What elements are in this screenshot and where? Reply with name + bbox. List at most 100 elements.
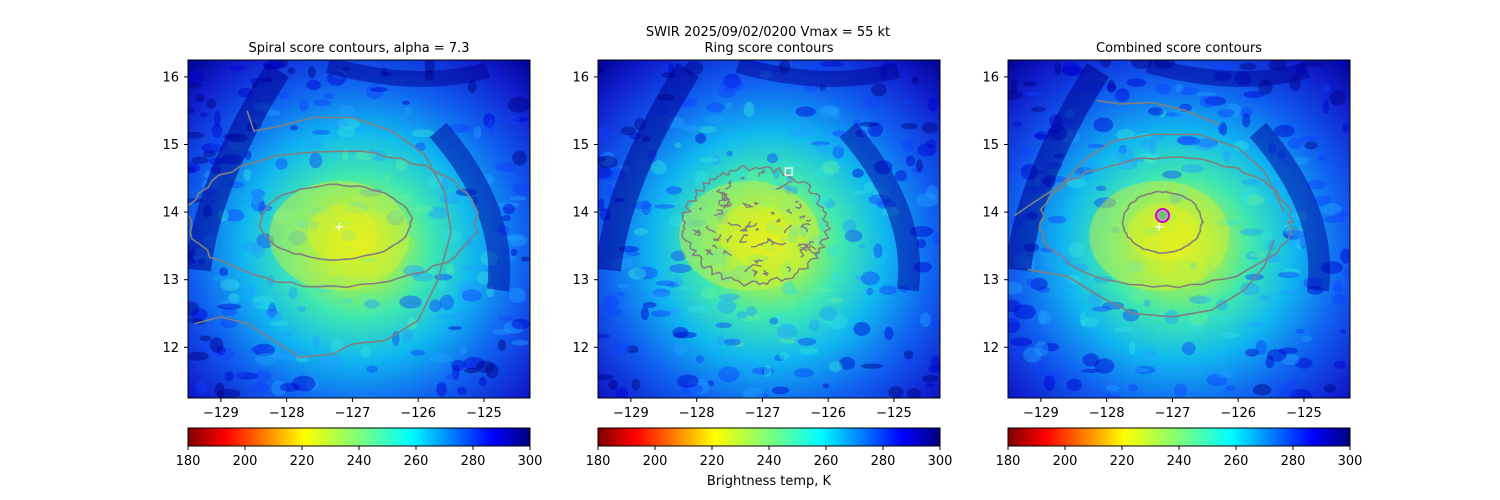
y-tick-label: 16 xyxy=(162,70,179,85)
contour-line xyxy=(799,215,806,219)
y-tick-label: 13 xyxy=(572,273,589,288)
contour-line xyxy=(725,179,732,190)
contour-line xyxy=(777,185,783,190)
contour-line xyxy=(794,200,799,204)
center-marker xyxy=(335,222,344,231)
contour-line xyxy=(258,183,414,261)
center-marker xyxy=(1155,222,1164,231)
contour-line xyxy=(806,245,817,250)
contour-line xyxy=(795,202,803,209)
y-tick-label: 16 xyxy=(982,70,999,85)
panel-2: Ring score contours −129 −128 −127 −126 −125 1… xyxy=(572,41,952,469)
contour-line xyxy=(1121,190,1205,255)
contour-line xyxy=(751,243,763,248)
contour-line xyxy=(783,224,793,234)
contour-line xyxy=(711,244,718,250)
y-tick-label: 14 xyxy=(572,206,589,221)
contour-line xyxy=(717,191,728,199)
contours xyxy=(681,164,832,287)
colorbar-tick-label: 260 xyxy=(814,454,839,469)
colorbar-tick-label: 200 xyxy=(643,454,668,469)
contour-line xyxy=(771,241,787,246)
contour-line xyxy=(698,207,702,211)
contour-line xyxy=(194,110,452,359)
y-tick-label: 13 xyxy=(982,273,999,288)
square-marker xyxy=(784,167,793,176)
contour-line xyxy=(752,269,759,278)
colorbar-tick-label: 180 xyxy=(176,454,201,469)
x-tick-label: −129 xyxy=(203,406,239,421)
contour-line xyxy=(1027,238,1276,318)
contour-line xyxy=(713,238,722,242)
contour-line xyxy=(722,249,732,257)
y-tick-label: 15 xyxy=(572,138,589,153)
colorbar-tick-label: 240 xyxy=(757,454,782,469)
y-tick-label: 16 xyxy=(572,70,589,85)
colorbar-tick-label: 220 xyxy=(1110,454,1135,469)
contour-line xyxy=(740,222,758,233)
y-tick-label: 15 xyxy=(162,138,179,153)
satellite-image xyxy=(1008,60,1350,398)
colorbar-tick-label: 260 xyxy=(1224,454,1249,469)
colorbar-tick-label: 240 xyxy=(347,454,372,469)
contour-line xyxy=(721,191,729,201)
x-tick-label: −128 xyxy=(679,406,715,421)
y-tick-label: 12 xyxy=(162,341,179,356)
colorbar-tick-label: 280 xyxy=(1281,454,1306,469)
contour-line xyxy=(799,248,806,258)
contour-line xyxy=(800,222,811,229)
x-tick-label: −126 xyxy=(400,406,436,421)
x-tick-label: −125 xyxy=(876,406,912,421)
contour-line xyxy=(724,203,732,208)
contour-line xyxy=(806,247,820,255)
axes-frame xyxy=(187,59,531,399)
contour-line xyxy=(713,209,724,217)
y-tick-label: 12 xyxy=(982,341,999,356)
colorbar-tick-label: 180 xyxy=(996,454,1021,469)
contour-line xyxy=(742,202,755,209)
y-tick-label: 14 xyxy=(982,206,999,221)
satellite-image xyxy=(188,60,530,398)
colorbar: 180 200 220 240 260 280 300 xyxy=(176,427,542,469)
contour-line xyxy=(805,240,815,247)
contour-line xyxy=(727,221,742,228)
contour-line xyxy=(705,225,717,234)
colorbar-tick-label: 300 xyxy=(928,454,953,469)
colorbar-tick-label: 280 xyxy=(871,454,896,469)
colorbar-tick-label: 280 xyxy=(461,454,486,469)
contour-line xyxy=(758,169,767,177)
panel-title: Combined score contours xyxy=(1096,41,1262,56)
x-tick-label: −128 xyxy=(1089,406,1125,421)
y-tick-label: 14 xyxy=(162,206,179,221)
contour-line xyxy=(740,175,745,180)
contour-line xyxy=(704,249,714,256)
contour-line xyxy=(1014,133,1285,217)
contour-line xyxy=(796,243,808,249)
contour-line xyxy=(755,227,760,231)
colorbar-tick-label: 220 xyxy=(290,454,315,469)
colorbar-label: Brightness temp, K xyxy=(707,474,832,489)
contour-line xyxy=(718,199,733,206)
contour-line xyxy=(725,234,733,244)
contour-line xyxy=(739,234,749,244)
contour-line xyxy=(786,266,792,272)
colorbar-tick-label: 260 xyxy=(404,454,429,469)
contour-line xyxy=(692,228,702,236)
panel-title: Spiral score contours, alpha = 7.3 xyxy=(248,41,469,56)
colorbar-tick-label: 300 xyxy=(1338,454,1363,469)
contour-line xyxy=(681,164,832,287)
panel-title: Ring score contours xyxy=(704,41,833,56)
x-tick-label: −125 xyxy=(466,406,502,421)
contour-line xyxy=(743,263,762,273)
satellite-image xyxy=(598,60,940,398)
suptitle: SWIR 2025/09/02/0200 Vmax = 55 kt xyxy=(646,25,890,40)
x-tick-label: −129 xyxy=(613,406,649,421)
colorbar-tick-label: 200 xyxy=(1053,454,1078,469)
colorbar-tick-label: 200 xyxy=(233,454,258,469)
contour-line xyxy=(801,225,809,233)
y-tick-label: 12 xyxy=(572,341,589,356)
colorbar-tick-label: 220 xyxy=(700,454,725,469)
contour-line xyxy=(770,211,775,216)
contour-line xyxy=(776,218,781,223)
